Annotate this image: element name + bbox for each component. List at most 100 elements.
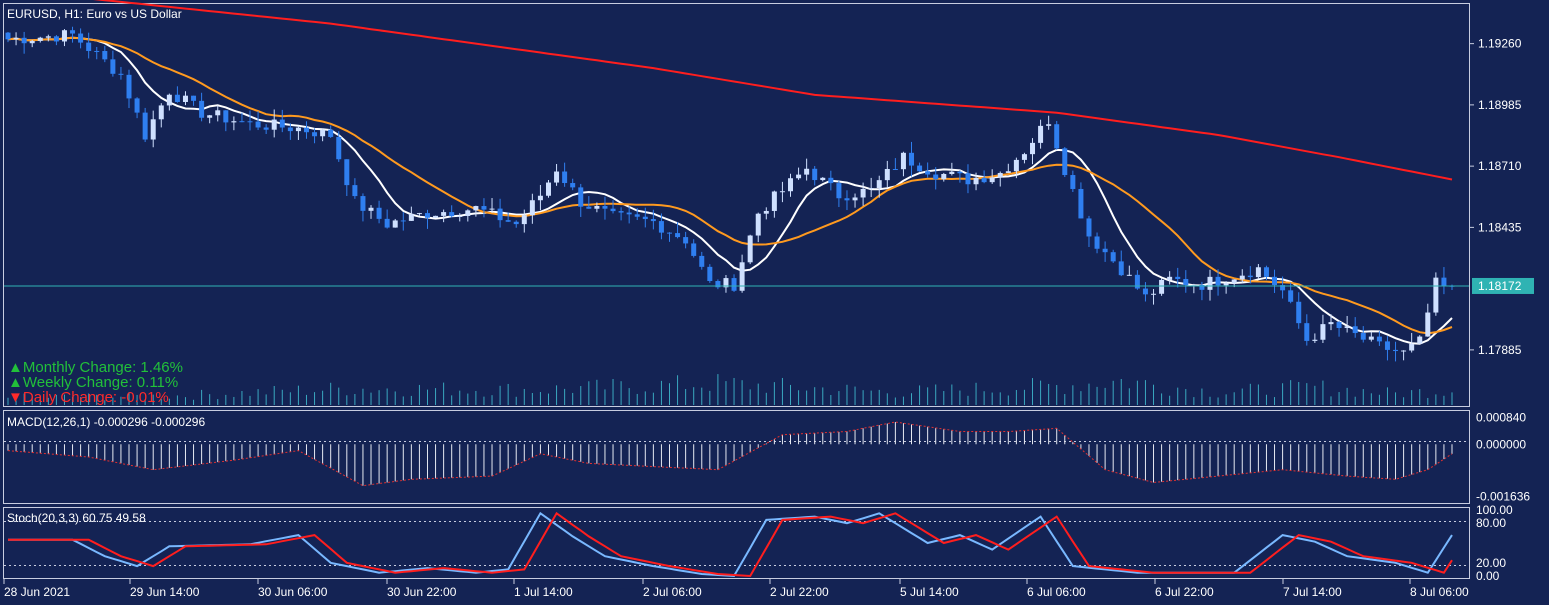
candle-body bbox=[118, 73, 124, 75]
macd-axis: 0.000840 0.000000 -0.001636 bbox=[1476, 411, 1530, 504]
stoch-tick-label: 80.00 bbox=[1476, 516, 1506, 530]
candle-body bbox=[1441, 277, 1447, 286]
candle-body bbox=[1110, 252, 1116, 262]
candle-body bbox=[1272, 276, 1278, 286]
price-tick-label: 1.18985 bbox=[1478, 98, 1522, 112]
candle-body bbox=[1231, 279, 1237, 284]
candle-body bbox=[424, 213, 430, 218]
candle-body bbox=[247, 121, 253, 123]
candle-body bbox=[675, 233, 681, 238]
candle-body bbox=[1344, 326, 1350, 329]
candle-body bbox=[602, 206, 608, 209]
candle-body bbox=[554, 171, 560, 183]
candle-body bbox=[820, 177, 826, 181]
stoch-tick-label: 100.00 bbox=[1476, 503, 1513, 517]
macd-panel bbox=[3, 410, 1470, 504]
candle-body bbox=[812, 168, 818, 181]
candle-body bbox=[94, 50, 100, 52]
candle-body bbox=[191, 95, 197, 101]
macd-tick-label: -0.001636 bbox=[1476, 489, 1530, 503]
price-panel bbox=[3, 3, 1470, 407]
candle-body bbox=[788, 178, 794, 192]
candle-body bbox=[239, 121, 245, 123]
daily-change: ▼Daily Change: -0.01% bbox=[8, 389, 169, 406]
candle-body bbox=[320, 129, 326, 137]
candle-body bbox=[497, 208, 503, 221]
candle-body bbox=[271, 119, 277, 130]
stoch-tick-label: 20.00 bbox=[1476, 556, 1506, 570]
candle-body bbox=[1183, 278, 1189, 286]
candle-body bbox=[1239, 275, 1245, 280]
candle-body bbox=[1207, 276, 1213, 290]
candle-body bbox=[207, 115, 213, 118]
candle-body bbox=[594, 206, 600, 209]
time-tick-label: 2 Jul 06:00 bbox=[643, 585, 702, 599]
candle-body bbox=[489, 208, 495, 210]
price-tick-label: 1.18435 bbox=[1478, 220, 1522, 234]
time-axis: 28 Jun 2021 29 Jun 14:00 30 Jun 06:00 30 Ju… bbox=[3, 579, 1469, 599]
candle-body bbox=[384, 218, 390, 228]
candle-body bbox=[182, 95, 188, 102]
candle-body bbox=[199, 100, 205, 118]
candle-body bbox=[1384, 341, 1390, 350]
candle-body bbox=[287, 127, 293, 132]
candle-body bbox=[1376, 336, 1382, 342]
candle-body bbox=[949, 171, 955, 174]
candle-body bbox=[804, 168, 810, 175]
candle-body bbox=[70, 30, 76, 34]
candle-body bbox=[416, 213, 422, 215]
candle-body bbox=[997, 172, 1003, 178]
candle-body bbox=[1062, 148, 1068, 176]
candle-body bbox=[61, 30, 67, 42]
candlesticks bbox=[5, 26, 1455, 362]
candle-body bbox=[1425, 312, 1431, 337]
candle-body bbox=[505, 220, 511, 222]
candle-body bbox=[868, 187, 874, 189]
candle-body bbox=[763, 210, 769, 214]
candle-body bbox=[1086, 218, 1092, 237]
time-tick-label: 5 Jul 14:00 bbox=[900, 585, 959, 599]
candle-body bbox=[989, 177, 995, 183]
candle-body bbox=[1223, 283, 1229, 286]
candle-body bbox=[562, 171, 568, 184]
candle-body bbox=[449, 212, 455, 217]
candle-body bbox=[513, 221, 519, 225]
candle-body bbox=[473, 206, 479, 211]
candle-body bbox=[586, 206, 592, 209]
candle-body bbox=[699, 255, 705, 267]
candle-body bbox=[45, 36, 51, 38]
candle-body bbox=[1126, 274, 1132, 276]
candle-body bbox=[110, 59, 116, 74]
weekly-change: ▲Weekly Change: 0.11% bbox=[8, 374, 178, 391]
candle-body bbox=[626, 212, 632, 215]
candle-body bbox=[529, 200, 535, 216]
candle-body bbox=[828, 177, 834, 184]
candle-body bbox=[1013, 159, 1019, 172]
candle-body bbox=[981, 177, 987, 183]
candle-body bbox=[279, 119, 285, 128]
candle-body bbox=[134, 98, 140, 113]
candle-body bbox=[29, 40, 35, 44]
macd-tick-label: 0.000000 bbox=[1476, 437, 1526, 451]
candle-body bbox=[126, 74, 132, 99]
candle-body bbox=[779, 191, 785, 193]
candle-body bbox=[1417, 336, 1423, 344]
candle-body bbox=[376, 207, 382, 219]
candle-body bbox=[86, 42, 92, 51]
candle-body bbox=[166, 94, 172, 106]
time-tick-label: 28 Jun 2021 bbox=[4, 585, 70, 599]
candle-body bbox=[578, 187, 584, 207]
candle-body bbox=[723, 278, 729, 288]
stoch-tick-label: 0.00 bbox=[1476, 569, 1500, 583]
macd-label: MACD(12,26,1) -0.000296 -0.000296 bbox=[7, 415, 205, 429]
candle-body bbox=[174, 94, 180, 102]
candle-body bbox=[1288, 290, 1294, 302]
candle-body bbox=[21, 37, 27, 44]
candle-body bbox=[1159, 279, 1165, 294]
candle-body bbox=[1021, 154, 1027, 160]
candle-body bbox=[965, 173, 971, 185]
volume-bars bbox=[7, 374, 1453, 405]
candle-body bbox=[658, 221, 664, 233]
macd-histogram bbox=[7, 421, 1453, 486]
candle-body bbox=[852, 197, 858, 201]
